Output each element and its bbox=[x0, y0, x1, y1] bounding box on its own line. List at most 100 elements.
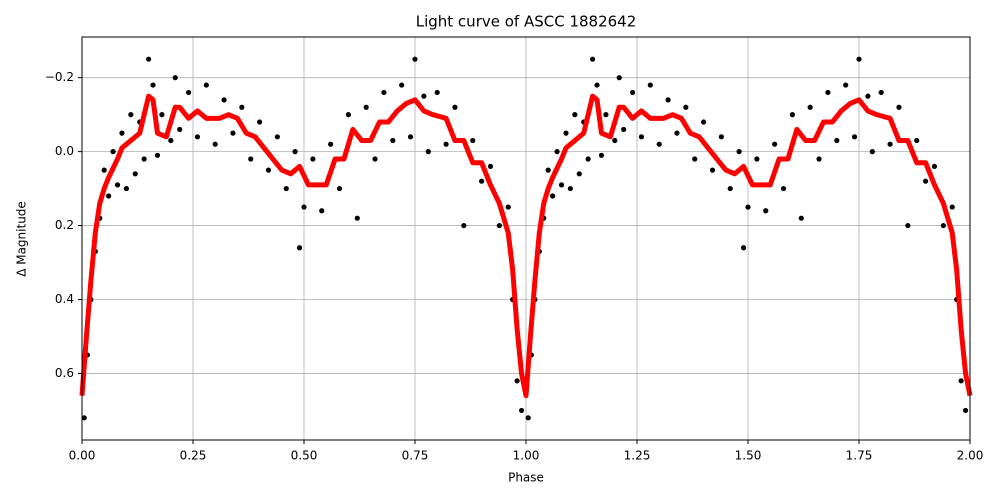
data-point bbox=[585, 156, 591, 162]
plot-frame bbox=[81, 36, 971, 441]
data-point bbox=[212, 141, 218, 147]
data-point bbox=[363, 104, 369, 110]
data-point bbox=[931, 163, 938, 170]
data-point bbox=[594, 82, 600, 88]
data-point bbox=[727, 185, 733, 192]
data-point bbox=[856, 56, 862, 62]
data-point bbox=[816, 156, 822, 162]
x-tick-label: 1.00 bbox=[513, 449, 540, 463]
data-point bbox=[110, 149, 116, 155]
data-point bbox=[505, 204, 511, 210]
data-point bbox=[718, 134, 724, 140]
y-tick-label: 0.2 bbox=[55, 218, 74, 232]
data-point bbox=[421, 93, 427, 99]
data-point bbox=[185, 89, 192, 96]
data-point bbox=[292, 149, 298, 155]
data-point bbox=[487, 163, 494, 170]
fit-line bbox=[79, 93, 973, 399]
data-point bbox=[412, 56, 418, 62]
y-tick-label: 0.0 bbox=[55, 144, 74, 158]
data-point bbox=[168, 137, 174, 144]
data-point bbox=[123, 185, 129, 192]
data-point bbox=[194, 134, 201, 140]
data-point bbox=[336, 185, 343, 192]
data-point bbox=[296, 245, 303, 251]
data-point bbox=[736, 149, 742, 155]
data-point bbox=[390, 137, 396, 144]
data-point bbox=[443, 141, 449, 147]
data-point bbox=[550, 193, 556, 199]
data-point bbox=[834, 137, 840, 144]
data-point bbox=[154, 152, 161, 158]
data-point bbox=[372, 156, 378, 162]
data-point bbox=[101, 167, 107, 173]
y-tick-label: 0.4 bbox=[55, 292, 74, 306]
data-point bbox=[887, 141, 893, 147]
data-point bbox=[496, 222, 502, 229]
data-point bbox=[923, 178, 929, 184]
data-point bbox=[851, 134, 858, 140]
data-point bbox=[452, 104, 458, 110]
data-point bbox=[576, 171, 582, 177]
data-point bbox=[319, 208, 325, 214]
data-point bbox=[567, 185, 574, 192]
data-point bbox=[479, 178, 485, 184]
x-tick-label: 1.50 bbox=[735, 449, 762, 463]
data-point bbox=[345, 112, 351, 118]
data-point bbox=[709, 167, 716, 173]
data-point bbox=[763, 208, 769, 214]
data-point bbox=[798, 215, 804, 221]
data-point bbox=[598, 152, 605, 158]
y-tick-label: 0.6 bbox=[55, 366, 74, 380]
data-point bbox=[434, 89, 440, 96]
data-point bbox=[843, 82, 849, 88]
data-point bbox=[425, 149, 431, 155]
data-point bbox=[141, 156, 147, 162]
data-point bbox=[869, 149, 875, 155]
data-point bbox=[914, 137, 920, 144]
data-point bbox=[239, 104, 245, 110]
x-tick-label: 0.50 bbox=[291, 449, 318, 463]
data-point bbox=[825, 89, 831, 96]
data-point bbox=[701, 119, 707, 125]
data-point bbox=[940, 222, 946, 229]
data-point bbox=[878, 89, 884, 96]
data-point bbox=[692, 156, 698, 162]
data-point bbox=[905, 222, 911, 229]
data-point bbox=[407, 134, 414, 140]
data-point bbox=[159, 112, 165, 118]
data-point bbox=[248, 156, 254, 162]
data-point bbox=[958, 378, 964, 384]
data-point bbox=[106, 193, 112, 199]
data-point bbox=[745, 204, 751, 210]
y-axis-label: Δ Magnitude bbox=[15, 201, 29, 277]
data-point bbox=[590, 56, 596, 62]
data-point bbox=[780, 185, 787, 192]
data-point bbox=[203, 82, 209, 88]
data-point bbox=[612, 137, 618, 144]
data-point bbox=[563, 130, 569, 136]
x-tick-label: 0.00 bbox=[69, 449, 96, 463]
y-tick-label: −0.2 bbox=[45, 70, 74, 84]
data-point bbox=[740, 245, 747, 251]
data-point bbox=[962, 407, 969, 414]
data-point bbox=[399, 82, 405, 88]
data-point bbox=[470, 137, 476, 144]
data-point bbox=[665, 97, 671, 103]
x-tick-label: 0.75 bbox=[402, 449, 429, 463]
data-point bbox=[119, 130, 125, 136]
x-tick-label: 2.00 bbox=[957, 449, 984, 463]
data-point bbox=[525, 415, 531, 421]
data-point bbox=[310, 156, 316, 162]
data-point bbox=[274, 134, 280, 140]
data-point bbox=[545, 167, 551, 173]
data-point bbox=[656, 141, 662, 147]
data-point bbox=[629, 89, 636, 96]
data-point bbox=[603, 112, 609, 118]
x-tick-label: 1.75 bbox=[846, 449, 873, 463]
data-point bbox=[683, 104, 689, 110]
chart-title: Light curve of ASCC 1882642 bbox=[416, 13, 637, 31]
data-point bbox=[230, 130, 236, 136]
data-point bbox=[754, 156, 760, 162]
